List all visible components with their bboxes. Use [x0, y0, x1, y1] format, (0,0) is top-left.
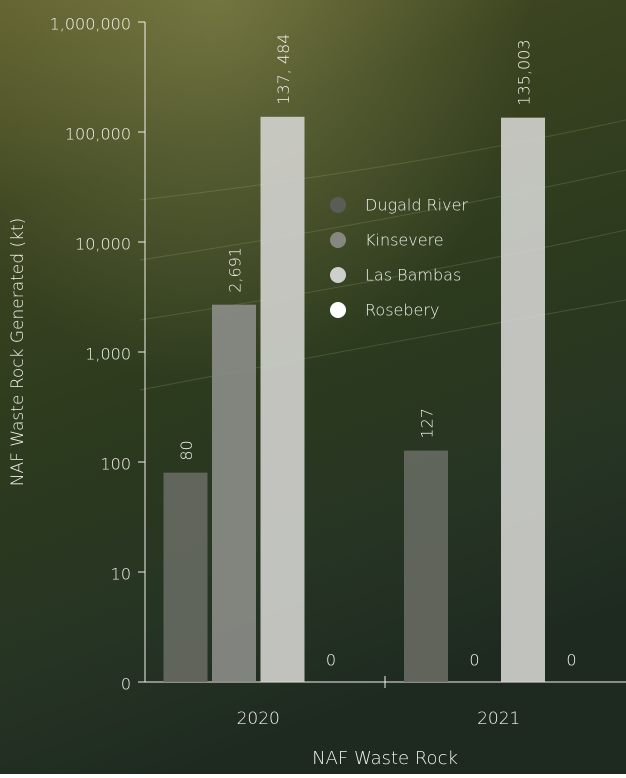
legend-label: Dugald River: [365, 196, 468, 215]
y-axis-title: NAF Waste Rock Generated (kt): [8, 218, 28, 486]
value-label: 0: [469, 651, 479, 670]
legend-marker: [330, 232, 346, 248]
y-tick-label: 100,000: [65, 125, 131, 144]
value-label: 80: [177, 440, 196, 460]
y-tick-label: 100: [100, 455, 131, 474]
y-tick-label: 0: [121, 675, 131, 694]
background-lines: [139, 119, 626, 391]
legend-label: Las Bambas: [365, 266, 461, 285]
bar: [260, 116, 305, 683]
legend-marker: [330, 197, 346, 213]
bar: [501, 117, 545, 682]
value-label: 2,691: [226, 247, 245, 293]
x-tick-label: 2020: [237, 709, 280, 729]
legend-label: Rosebery: [365, 301, 439, 320]
bar: [163, 472, 208, 682]
value-label: 0: [566, 651, 576, 670]
legend-marker: [330, 267, 346, 283]
y-tick-label: 10,000: [75, 235, 131, 254]
value-label: 127: [418, 408, 437, 439]
legend-label: Kinsevere: [365, 231, 444, 250]
bar: [404, 450, 448, 682]
value-label: 137, 484: [274, 34, 293, 105]
y-tick-label: 10: [111, 565, 131, 584]
x-tick-label: 2021: [477, 709, 520, 729]
legend-marker: [330, 302, 346, 318]
y-tick-label: 1,000,000: [50, 15, 131, 34]
bar: [212, 304, 256, 682]
value-label: 0: [326, 651, 336, 670]
value-label: 135,003: [515, 39, 534, 105]
x-axis-title: NAF Waste Rock: [312, 748, 458, 769]
y-tick-label: 1,000: [85, 345, 131, 364]
